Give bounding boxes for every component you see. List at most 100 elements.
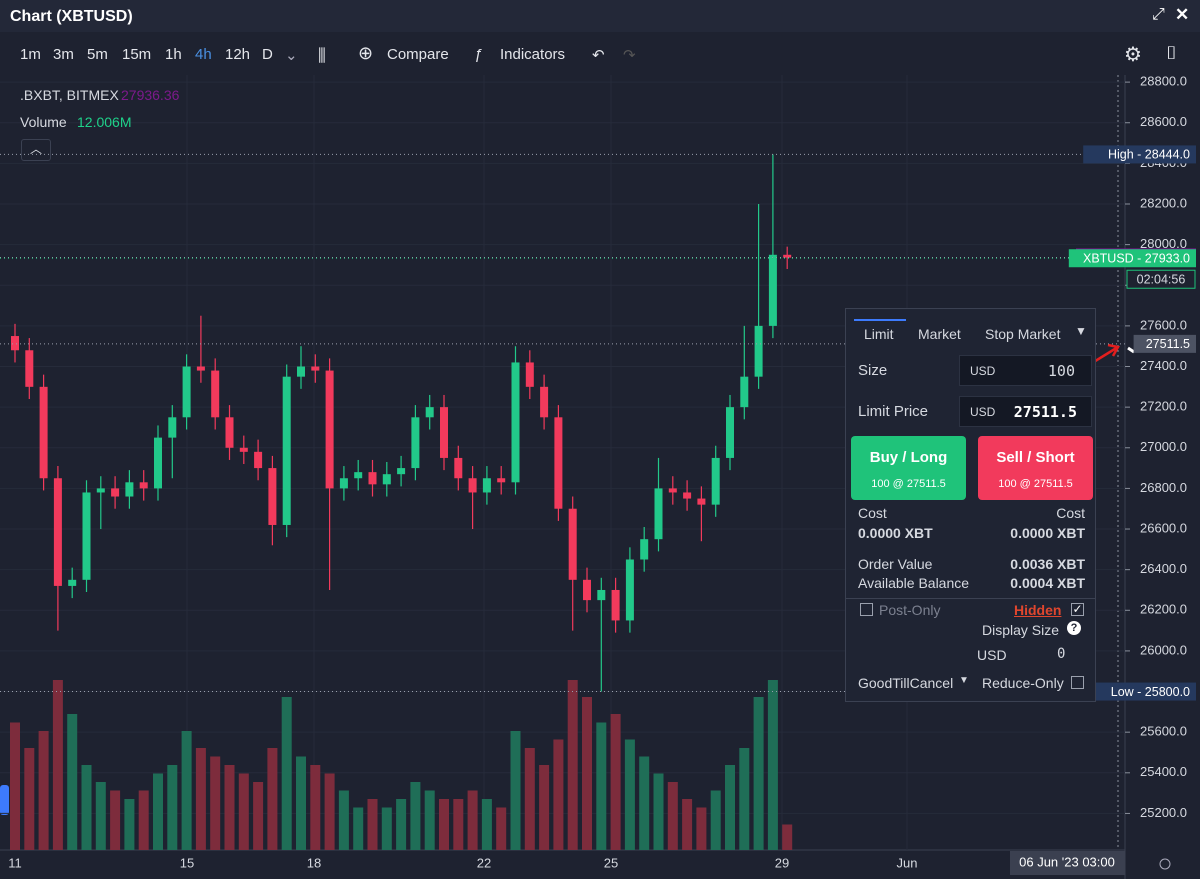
sell-detail: 100 @ 27511.5 bbox=[998, 478, 1073, 490]
settings-button[interactable]: ⚙ bbox=[1124, 44, 1142, 66]
tab[interactable]: Stop Market bbox=[985, 326, 1061, 342]
hidden-checkbox[interactable]: ✓ bbox=[1071, 602, 1084, 616]
interval-button[interactable]: 1h bbox=[165, 46, 182, 63]
display-size[interactable]: 0 bbox=[1057, 646, 1066, 662]
time-in-force[interactable]: GoodTillCancel bbox=[858, 675, 954, 691]
interval-button[interactable]: 15m bbox=[122, 46, 152, 63]
candle-body bbox=[325, 370, 334, 489]
interval-button[interactable]: 1m bbox=[20, 46, 41, 63]
candle-body bbox=[411, 417, 420, 469]
buy-button[interactable]: Buy / Long 100 @ 27511.5 bbox=[851, 436, 966, 500]
cost-label: Cost bbox=[1056, 505, 1085, 521]
interval-button[interactable]: D bbox=[262, 46, 273, 63]
interval-button[interactable]: 4h bbox=[195, 46, 212, 63]
sell-title: Sell / Short bbox=[996, 449, 1075, 466]
y-tick-label: 25400.0 bbox=[1140, 764, 1187, 779]
limit-price-value: 27511.5 bbox=[1013, 403, 1077, 421]
volume-bar bbox=[682, 799, 693, 850]
interval-button[interactable]: 5m bbox=[87, 46, 108, 63]
cost-label: Cost bbox=[858, 505, 887, 521]
screenshot-button[interactable]: ⌷ bbox=[1166, 43, 1177, 63]
close-button[interactable]: ✕ bbox=[1175, 5, 1190, 24]
order-value: 0.0036 XBT bbox=[1010, 556, 1085, 572]
volume-bar bbox=[224, 765, 235, 850]
tab[interactable]: Limit bbox=[864, 326, 894, 342]
interval-button[interactable]: 3m bbox=[53, 46, 74, 63]
price-axis bbox=[1125, 75, 1200, 879]
size-input[interactable]: USD 100 bbox=[959, 355, 1092, 386]
compare-button[interactable]: Compare bbox=[387, 46, 449, 63]
volume-bar bbox=[338, 790, 349, 850]
volume-bar bbox=[324, 773, 335, 850]
reduce-only-label: Reduce-Only bbox=[982, 675, 1064, 691]
candle-body bbox=[111, 488, 120, 497]
compare-icon[interactable]: ⊕ bbox=[358, 43, 374, 63]
interval-button[interactable]: 12h bbox=[225, 46, 251, 63]
post-only-checkbox[interactable] bbox=[860, 603, 873, 616]
active-tab-indicator bbox=[854, 319, 906, 321]
volume-bar bbox=[138, 790, 149, 850]
window-title: Chart (XBTUSD) bbox=[10, 8, 133, 25]
x-label: 29 bbox=[775, 855, 789, 870]
volume-bar bbox=[767, 680, 778, 850]
size-value: 100 bbox=[1047, 362, 1075, 380]
volume-bar bbox=[524, 748, 535, 850]
candle-body bbox=[768, 254, 777, 326]
volume-bar bbox=[367, 799, 378, 850]
price-tag-label: XBTUSD - 27933.0 bbox=[1083, 252, 1190, 266]
legend-price: 27936.36 bbox=[121, 87, 180, 103]
reduce-only-checkbox[interactable] bbox=[1071, 676, 1084, 689]
volume-bar bbox=[38, 731, 49, 850]
candle-body bbox=[468, 478, 477, 493]
chart-type-button[interactable]: ⫼ bbox=[318, 46, 326, 65]
candle-body bbox=[154, 437, 162, 489]
candle-body bbox=[96, 488, 105, 493]
hidden-label[interactable]: Hidden bbox=[1014, 602, 1062, 618]
candle-body bbox=[568, 508, 577, 580]
volume-bar bbox=[153, 773, 163, 850]
buy-title: Buy / Long bbox=[869, 449, 948, 466]
currency: USD bbox=[970, 405, 996, 419]
volume-bar bbox=[281, 697, 292, 850]
volume-bar bbox=[181, 731, 192, 850]
interval-dropdown[interactable]: ⌄ bbox=[285, 47, 298, 64]
volume-bar bbox=[95, 782, 106, 850]
candle-body bbox=[354, 472, 363, 479]
limit-price-input[interactable]: USD 27511.5 bbox=[959, 396, 1092, 427]
cursor bbox=[1127, 346, 1135, 354]
tab-dropdown[interactable]: ▼ bbox=[1075, 324, 1087, 338]
undo-button[interactable]: ↶ bbox=[592, 47, 605, 64]
y-tick-label: 27000.0 bbox=[1140, 439, 1187, 454]
indicators-button[interactable]: Indicators bbox=[500, 46, 566, 63]
balance-label: Available Balance bbox=[858, 575, 970, 591]
collapse-legend[interactable]: ︿ bbox=[21, 139, 51, 161]
indicators-icon[interactable]: ƒ bbox=[474, 46, 483, 63]
volume-bar bbox=[710, 790, 721, 850]
tab[interactable]: Market bbox=[918, 326, 961, 342]
x-label: Jun bbox=[897, 855, 918, 870]
volume-bar bbox=[67, 714, 78, 850]
sell-button[interactable]: Sell / Short 100 @ 27511.5 bbox=[978, 436, 1093, 500]
settings-icon[interactable] bbox=[1159, 858, 1171, 870]
volume-bar bbox=[381, 807, 392, 850]
help-icon[interactable]: ? bbox=[1067, 621, 1081, 635]
y-tick-label: 27200.0 bbox=[1140, 399, 1187, 414]
candle-body bbox=[168, 417, 177, 438]
redo-button[interactable]: ↷ bbox=[623, 47, 636, 64]
side-handle[interactable] bbox=[0, 785, 9, 815]
expand-button[interactable]: ⤢ bbox=[1152, 6, 1165, 23]
tif-dropdown[interactable]: ▼ bbox=[959, 675, 969, 686]
volume-bar bbox=[396, 799, 407, 850]
volume-bar bbox=[753, 697, 764, 850]
volume-bar bbox=[610, 714, 621, 850]
volume-bar bbox=[310, 765, 321, 850]
y-tick-label: 28800.0 bbox=[1140, 74, 1187, 89]
candle-body bbox=[25, 350, 34, 387]
order-value-label: Order Value bbox=[858, 556, 933, 572]
volume-bar bbox=[496, 807, 507, 850]
y-tick-label: 27600.0 bbox=[1140, 317, 1187, 332]
volume-bar bbox=[124, 799, 135, 850]
candle-body bbox=[225, 417, 234, 448]
candle-body bbox=[583, 579, 591, 601]
